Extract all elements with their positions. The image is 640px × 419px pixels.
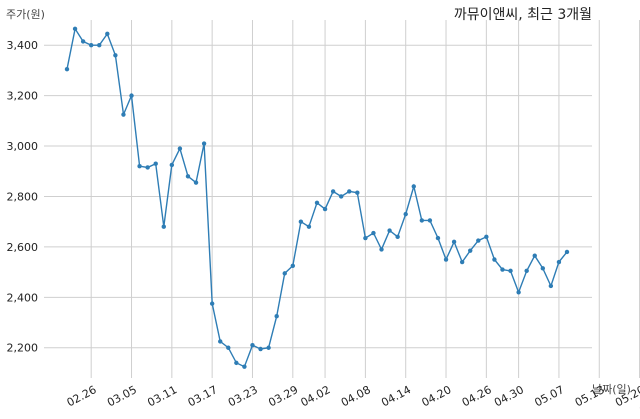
price-point	[322, 206, 328, 212]
price-point	[395, 234, 400, 240]
price-point	[540, 266, 546, 271]
price-point	[250, 343, 255, 348]
x-tick-label: 03.29	[266, 383, 300, 409]
price-point	[516, 290, 521, 295]
price-point	[282, 271, 287, 276]
x-tick-label: 03.17	[186, 383, 220, 409]
price-point	[145, 165, 150, 170]
price-point	[169, 162, 175, 168]
price-point	[371, 230, 376, 236]
price-point	[64, 66, 70, 72]
x-tick-label: 04.30	[492, 383, 526, 409]
x-tick-label: 04.08	[339, 383, 373, 409]
chart-title: 까뮤이앤씨, 최근 3개월	[453, 7, 592, 23]
x-tick-label: 05.13	[573, 383, 607, 409]
price-point	[484, 234, 489, 240]
price-point	[468, 248, 473, 253]
price-point	[387, 228, 392, 233]
y-tick-label: 2,600	[7, 241, 39, 254]
price-point	[185, 174, 191, 179]
y-tick-label: 3,000	[7, 140, 39, 153]
x-tick-label: 03.23	[226, 383, 260, 409]
y-axis-label: 주가(원)	[6, 8, 45, 21]
price-point	[161, 224, 166, 229]
price-point	[564, 249, 570, 255]
y-tick-label: 3,200	[7, 90, 39, 103]
price-point	[153, 161, 158, 166]
price-point	[226, 345, 231, 350]
x-tick-label: 04.02	[299, 383, 333, 409]
price-point	[266, 345, 271, 350]
price-point	[524, 268, 529, 274]
price-point	[451, 239, 457, 245]
price-point	[427, 218, 433, 223]
price-point	[129, 93, 134, 98]
price-point	[443, 257, 449, 262]
x-tick-label: 04.26	[460, 383, 494, 409]
price-point	[137, 164, 142, 169]
price-point	[492, 257, 497, 262]
price-point	[435, 235, 441, 241]
price-point	[314, 200, 320, 205]
price-point	[209, 301, 215, 306]
price-point	[121, 112, 126, 117]
price-point	[177, 146, 183, 151]
x-tick-label: 04.14	[379, 383, 413, 409]
price-point	[306, 224, 312, 229]
y-tick-label: 3,400	[7, 39, 39, 52]
x-tick-label: 03.11	[145, 383, 179, 409]
price-point	[88, 43, 94, 48]
price-point	[80, 39, 86, 44]
x-tick-label: 04.20	[420, 383, 454, 409]
price-point	[218, 339, 223, 344]
price-line	[66, 26, 568, 368]
price-point	[355, 190, 360, 195]
x-axis-label: 날짜(일)	[592, 383, 631, 396]
y-tick-label: 2,200	[7, 342, 39, 355]
price-point	[298, 219, 304, 224]
price-point	[476, 238, 481, 243]
y-tick-label: 2,800	[7, 190, 39, 203]
price-point	[113, 53, 118, 58]
price-point	[548, 283, 554, 289]
price-point	[419, 218, 425, 223]
price-point	[330, 189, 336, 194]
price-point	[411, 184, 416, 189]
price-point	[242, 364, 247, 369]
x-tick-label: 05.20	[613, 383, 640, 409]
price-point	[105, 31, 110, 37]
x-tick-label: 05.07	[532, 383, 566, 409]
price-point	[338, 194, 344, 199]
y-tick-label: 2,400	[7, 291, 39, 304]
price-point	[556, 259, 562, 265]
price-point	[347, 189, 352, 194]
price-point	[290, 263, 296, 269]
price-point	[379, 247, 384, 252]
price-point	[201, 141, 207, 146]
price-point	[459, 259, 465, 265]
x-tick-label: 02.26	[65, 383, 99, 409]
price-point	[403, 211, 408, 217]
price-point	[508, 268, 513, 274]
price-point	[532, 253, 537, 258]
price-point	[500, 267, 505, 272]
price-point	[72, 26, 78, 32]
price-point	[258, 346, 263, 352]
price-point	[234, 360, 239, 366]
price-point	[193, 180, 199, 185]
price-point	[274, 314, 279, 319]
x-tick-label: 03.05	[105, 383, 139, 409]
price-point	[363, 235, 368, 241]
price-point	[97, 43, 102, 48]
